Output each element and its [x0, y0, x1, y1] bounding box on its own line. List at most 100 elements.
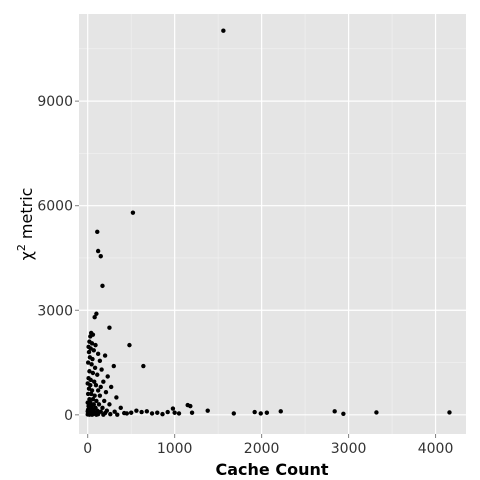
scatter-point	[188, 403, 193, 409]
scatter-point	[98, 254, 103, 259]
scatter-point	[101, 379, 106, 384]
y-tick-label: 3000	[37, 303, 73, 319]
scatter-point	[141, 363, 146, 369]
scatter-point	[94, 398, 99, 404]
scatter-point	[93, 342, 98, 348]
scatter-point	[95, 388, 101, 393]
scatter-point	[205, 408, 210, 413]
scatter-point	[95, 229, 100, 235]
scatter-point	[89, 362, 94, 367]
scatter-point	[93, 383, 99, 388]
y-tick-label: 9000	[37, 94, 73, 110]
scatter-point	[374, 410, 379, 415]
scatter-point	[92, 379, 97, 384]
x-tick-label: 4000	[418, 441, 454, 457]
scatter-point	[89, 341, 95, 346]
scatter-point	[176, 411, 182, 416]
scatter-point	[112, 409, 117, 414]
scatter-point	[130, 210, 136, 215]
scatter-point	[108, 384, 114, 390]
scatter-point	[111, 363, 116, 369]
scatter-point	[88, 383, 93, 388]
scatter-point	[100, 283, 105, 289]
y-axis-title-base: χ	[17, 251, 36, 260]
scatter-point	[278, 409, 283, 414]
scatter-point	[149, 411, 155, 416]
scatter-point	[139, 409, 144, 415]
y-axis-ticks: 0 3000 6000 9000	[37, 94, 79, 424]
scatter-point	[172, 410, 177, 415]
scatter-point	[88, 391, 94, 397]
scatter-point	[341, 411, 346, 416]
scatter-point	[95, 351, 101, 357]
scatter-point	[134, 408, 139, 413]
scatter-point	[258, 411, 263, 416]
scatter-point	[127, 342, 132, 348]
y-axis-title-superscript: 2	[15, 244, 28, 251]
scatter-point	[95, 372, 100, 377]
scatter-point	[189, 410, 195, 415]
scatter-point	[447, 410, 452, 415]
scatter-point	[124, 411, 130, 416]
scatter-point	[88, 334, 93, 339]
scatter-point	[88, 377, 93, 383]
scatter-point	[88, 400, 93, 405]
scatter-point	[91, 348, 96, 353]
scatter-point	[96, 402, 102, 407]
scatter-point	[90, 356, 95, 362]
scatter-point	[92, 365, 98, 370]
scatter-point	[264, 410, 270, 415]
scatter-point	[103, 389, 109, 395]
scatter-point	[252, 409, 257, 415]
x-tick-label: 2000	[244, 441, 280, 457]
scatter-point	[90, 396, 96, 402]
scatter-point	[94, 311, 99, 316]
scatter-point	[97, 393, 103, 398]
y-axis-title: χ2 metric	[15, 188, 36, 261]
scatter-point	[101, 412, 106, 417]
scatter-point	[97, 358, 103, 364]
scatter-point	[102, 398, 107, 404]
scatter-point	[89, 412, 95, 417]
y-axis-title-rest: metric	[17, 188, 36, 245]
scatter-point	[108, 411, 113, 417]
grid-lines	[79, 14, 466, 434]
panel-background	[79, 14, 466, 434]
scatter-point	[155, 410, 160, 415]
scatter-point	[102, 353, 108, 358]
y-tick-label: 0	[64, 408, 73, 424]
scatter-point	[160, 411, 165, 417]
scatter-point	[231, 411, 236, 416]
scatter-point	[170, 406, 176, 411]
scatter-point	[99, 367, 104, 372]
scatter-point	[105, 374, 110, 379]
scatter-point	[92, 393, 97, 398]
scatter-point	[86, 403, 91, 409]
scatter-point	[115, 412, 120, 417]
scatter-point	[165, 409, 170, 415]
x-tick-label: 0	[83, 441, 92, 457]
scatter-point	[92, 315, 97, 320]
scatter-point	[90, 370, 96, 376]
x-tick-label: 3000	[331, 441, 367, 457]
scatter-point	[89, 388, 95, 393]
scatter-point	[86, 349, 92, 355]
x-axis-ticks: 0 1000 2000 3000 4000	[83, 434, 453, 457]
scatter-point	[107, 325, 112, 330]
scatter-point	[100, 405, 105, 411]
x-axis-title: Cache Count	[216, 460, 329, 479]
scatter-point	[128, 410, 134, 415]
scatter-point	[95, 248, 101, 254]
scatter-point	[87, 396, 92, 402]
scatter-point	[221, 28, 226, 33]
scatter-points	[85, 28, 452, 417]
scatter-point	[85, 391, 91, 397]
scatter-point	[89, 403, 94, 409]
scatter-point	[144, 409, 150, 414]
y-tick-label: 6000	[37, 199, 73, 215]
scatter-point	[98, 384, 103, 390]
scatter-point	[114, 395, 119, 400]
scatter-point	[118, 405, 123, 411]
